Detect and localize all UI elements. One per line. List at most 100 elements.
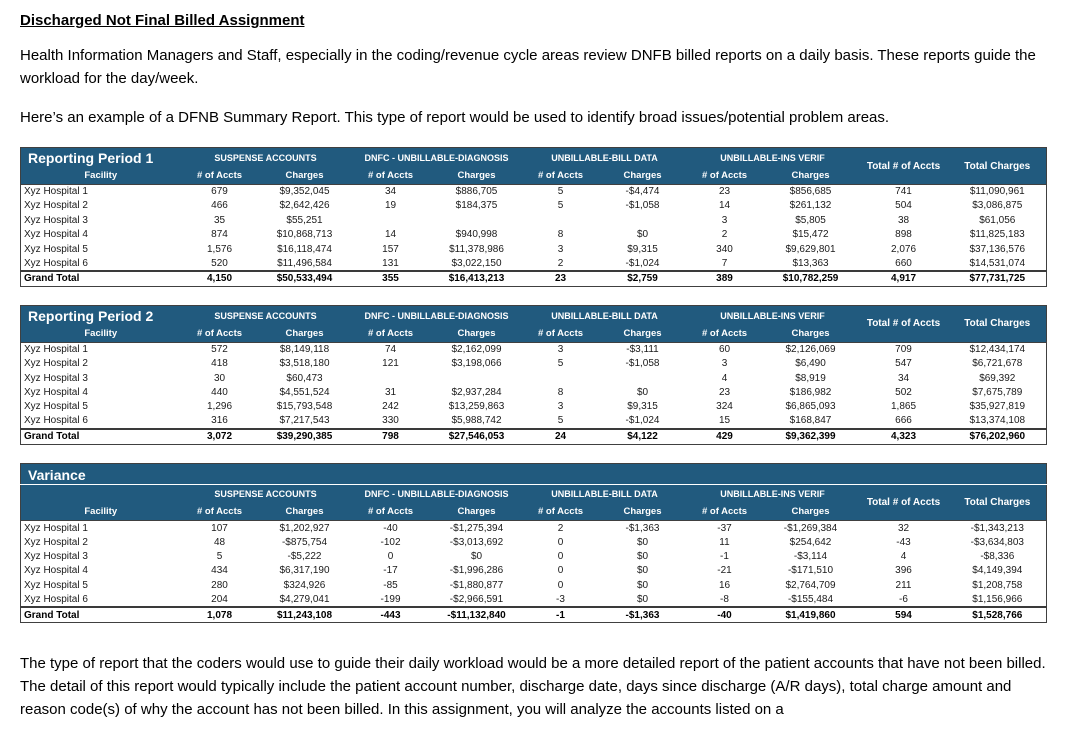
table-row: Xyz Hospital 2 48 -$875,754 -102 -$3,013,692… [21, 535, 1047, 549]
value-cell: 107 [211, 522, 228, 534]
value-cell: $4,551,524 [279, 387, 330, 399]
value-cell: $3,198,066 [451, 358, 502, 370]
value-cell: $60,473 [286, 372, 323, 384]
grand-total-value: -$11,132,840 [430, 605, 523, 623]
value-cell: $9,352,045 [279, 186, 330, 198]
value-cell: -102 [380, 536, 401, 548]
value-cell: $6,721,678 [972, 358, 1023, 370]
value-cell: 396 [895, 565, 912, 577]
value-cell: 19 [384, 200, 397, 212]
value-cell: 211 [895, 579, 912, 591]
value-cell: -$171,510 [787, 565, 834, 577]
group-header-3: UNBILLABLE-INS VERIF [686, 147, 859, 168]
value-cell: -$1,343,213 [970, 522, 1024, 534]
value-cell: 11 [719, 536, 730, 548]
facility-cell: Xyz Hospital 6 [24, 415, 88, 427]
value-cell: 5 [557, 415, 564, 427]
value-cell: $9,315 [627, 401, 658, 413]
group-header-row: Reporting Period 2 SUSPENSE ACCOUNTS DNFC … [20, 305, 1047, 343]
value-cell: -$3,634,803 [970, 536, 1024, 548]
facility-cell: Xyz Hospital 5 [24, 243, 88, 255]
value-cell: -3 [556, 593, 565, 605]
charges-header: Charges [762, 503, 859, 521]
reporting-period-1-title: Reporting Period 1 [20, 147, 181, 168]
group-header-0: SUSPENSE ACCOUNTS [180, 147, 351, 168]
value-cell: 8 [557, 229, 564, 241]
grand-total-row: Grand Total 3,072 $39,290,385 798 $27,546,05… [20, 427, 1047, 445]
value-cell: $9,629,801 [785, 243, 836, 255]
value-cell: 0 [387, 551, 394, 563]
value-cell: $2,937,284 [451, 387, 502, 399]
value-cell: 741 [895, 186, 912, 198]
value-cell: -$3,013,692 [449, 536, 504, 548]
value-cell: 0 [557, 536, 564, 548]
value-cell: 60 [718, 344, 731, 356]
value-cell: 31 [384, 387, 397, 399]
grand-total-row: Grand Total 4,150 $50,533,494 355 $16,413,21… [20, 269, 1047, 287]
grand-total-value: 389 [686, 269, 763, 287]
value-cell: 418 [211, 358, 228, 370]
value-cell: 1,865 [891, 401, 917, 413]
value-cell: 504 [895, 200, 912, 212]
grand-total-value: -40 [686, 605, 763, 623]
value-cell: 3 [721, 214, 728, 226]
value-cell: 4 [900, 551, 907, 563]
value-cell: 440 [211, 387, 228, 399]
value-cell: $0 [636, 229, 649, 241]
value-cell: -$875,754 [281, 536, 328, 548]
value-cell: $6,865,093 [785, 401, 836, 413]
facility-cell: Xyz Hospital 4 [24, 565, 88, 577]
charges-header: Charges [598, 325, 687, 343]
table-row: Xyz Hospital 1 572 $8,149,118 74 $2,162,099 3… [21, 342, 1047, 356]
total-charges-header: Total Charges [948, 305, 1047, 343]
value-cell [351, 371, 431, 385]
value-cell: 547 [895, 358, 912, 370]
value-cell: $1,202,927 [279, 522, 330, 534]
total-accts-header: Total # of Accts [858, 484, 949, 521]
value-cell: 8 [557, 387, 564, 399]
value-cell: $3,022,150 [451, 257, 502, 269]
charges-header: Charges [762, 325, 859, 343]
value-cell: $2,642,426 [279, 200, 330, 212]
accts-header: # of Accts [180, 167, 259, 185]
value-cell: -$5,222 [287, 551, 322, 563]
value-cell: 316 [211, 415, 228, 427]
group-header-1: DNFC - UNBILLABLE-DIAGNOSIS [350, 484, 523, 504]
value-cell: 874 [211, 229, 228, 241]
grand-total-value: $9,362,399 [762, 427, 859, 445]
grand-total-value: 4,323 [858, 427, 949, 445]
value-cell: 242 [382, 401, 399, 413]
value-cell: 0 [557, 565, 564, 577]
facility-cell: Xyz Hospital 5 [24, 401, 88, 413]
value-cell: $5,805 [795, 214, 826, 226]
group-header-3: UNBILLABLE-INS VERIF [686, 305, 859, 326]
value-cell: -$1,275,394 [449, 522, 504, 534]
value-cell: 5 [216, 551, 223, 563]
facility-cell: Xyz Hospital 1 [24, 344, 88, 356]
value-cell: $184,375 [455, 200, 498, 212]
table-row: Xyz Hospital 3 5 -$5,222 0 $0 0 $0 -1 -$3,114 4 -$… [21, 549, 1047, 563]
accts-header: # of Accts [686, 503, 763, 521]
total-accts-header: Total # of Accts [858, 305, 949, 343]
grand-total-value: 23 [522, 269, 599, 287]
value-cell: 3 [557, 344, 564, 356]
charges-header: Charges [430, 167, 523, 185]
grand-total-value: 798 [350, 427, 431, 445]
grand-total-value: 24 [522, 427, 599, 445]
table-row: Xyz Hospital 5 1,576 $16,118,474 157 $11,378… [21, 242, 1047, 256]
accts-header: # of Accts [350, 503, 431, 521]
value-cell: $10,868,713 [276, 229, 333, 241]
table-row: Xyz Hospital 6 204 $4,279,041 -199 -$2,966,5… [21, 593, 1047, 607]
value-cell: 3 [557, 401, 564, 413]
value-cell: 16 [718, 579, 731, 591]
value-cell: 3 [721, 358, 728, 370]
value-cell [523, 213, 599, 227]
grand-total-value: -1 [522, 605, 599, 623]
value-cell: $0 [636, 579, 649, 591]
report-tables: Reporting Period 1 SUSPENSE ACCOUNTS DNFC … [20, 147, 1048, 624]
value-cell: 35 [213, 214, 226, 226]
value-cell: 466 [211, 200, 228, 212]
value-cell: $15,472 [792, 229, 829, 241]
accts-header: # of Accts [522, 167, 599, 185]
facility-cell: Xyz Hospital 2 [24, 200, 88, 212]
